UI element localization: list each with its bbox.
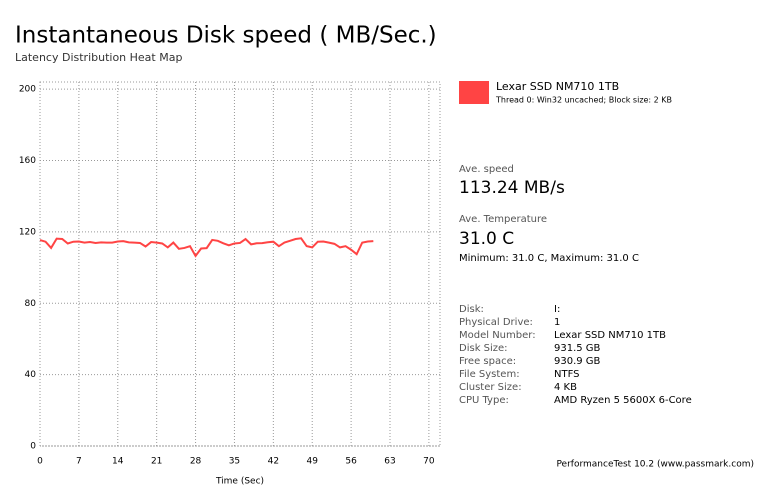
speed-value: 113.24 MB/s (459, 178, 565, 198)
y-tick-label: 120 (19, 227, 36, 237)
legend-label: Lexar SSD NM710 1TB (496, 80, 619, 93)
y-tick-label: 40 (25, 370, 37, 380)
info-value: NTFS (554, 369, 580, 380)
footer: PerformanceTest 10.2 (www.passmark.com) (556, 460, 754, 470)
chart-subtitle: Latency Distribution Heat Map (15, 51, 182, 64)
y-tick-label: 160 (19, 156, 36, 166)
speed-label: Ave. speed (459, 164, 514, 175)
info-label: Cluster Size: (459, 382, 522, 393)
temp-range: Minimum: 31.0 C, Maximum: 31.0 C (459, 253, 639, 264)
info-value: 4 KB (554, 382, 577, 393)
x-tick-label: 70 (423, 457, 435, 467)
temp-value: 31.0 C (459, 229, 514, 249)
info-label: CPU Type: (459, 395, 509, 406)
y-tick-label: 200 (19, 85, 36, 95)
legend-note: Thread 0: Win32 uncached; Block size: 2 … (495, 96, 672, 105)
x-tick-label: 42 (268, 457, 279, 467)
info-label: Model Number: (459, 330, 536, 341)
x-tick-label: 0 (37, 457, 43, 467)
info-value: I: (554, 304, 560, 315)
legend-swatch (459, 81, 489, 104)
info-value: 930.9 GB (554, 356, 601, 367)
y-tick-label: 0 (30, 442, 36, 452)
info-label: File System: (459, 369, 520, 380)
info-label: Disk: (459, 304, 484, 315)
x-tick-label: 35 (229, 457, 240, 467)
series-line (39, 237, 374, 258)
info-value: 931.5 GB (554, 343, 601, 354)
info-label: Free space: (459, 356, 516, 367)
x-tick-label: 7 (76, 457, 82, 467)
x-tick-label: 56 (345, 457, 357, 467)
x-axis-label: Time (Sec) (215, 477, 264, 487)
info-label: Disk Size: (459, 343, 508, 354)
x-tick-label: 28 (190, 457, 202, 467)
x-tick-label: 63 (384, 457, 395, 467)
y-tick-label: 80 (25, 299, 37, 309)
plot-frame (39, 81, 441, 447)
info-value: Lexar SSD NM710 1TB (554, 330, 666, 341)
info-value: 1 (554, 317, 560, 328)
x-tick-label: 14 (112, 457, 124, 467)
x-tick-label: 21 (151, 457, 162, 467)
temp-label: Ave. Temperature (459, 214, 547, 225)
x-tick-label: 49 (306, 457, 318, 467)
info-label: Physical Drive: (459, 317, 533, 328)
info-value: AMD Ryzen 5 5600X 6-Core (554, 395, 692, 406)
chart-title: Instantaneous Disk speed ( MB/Sec.) (15, 23, 437, 49)
